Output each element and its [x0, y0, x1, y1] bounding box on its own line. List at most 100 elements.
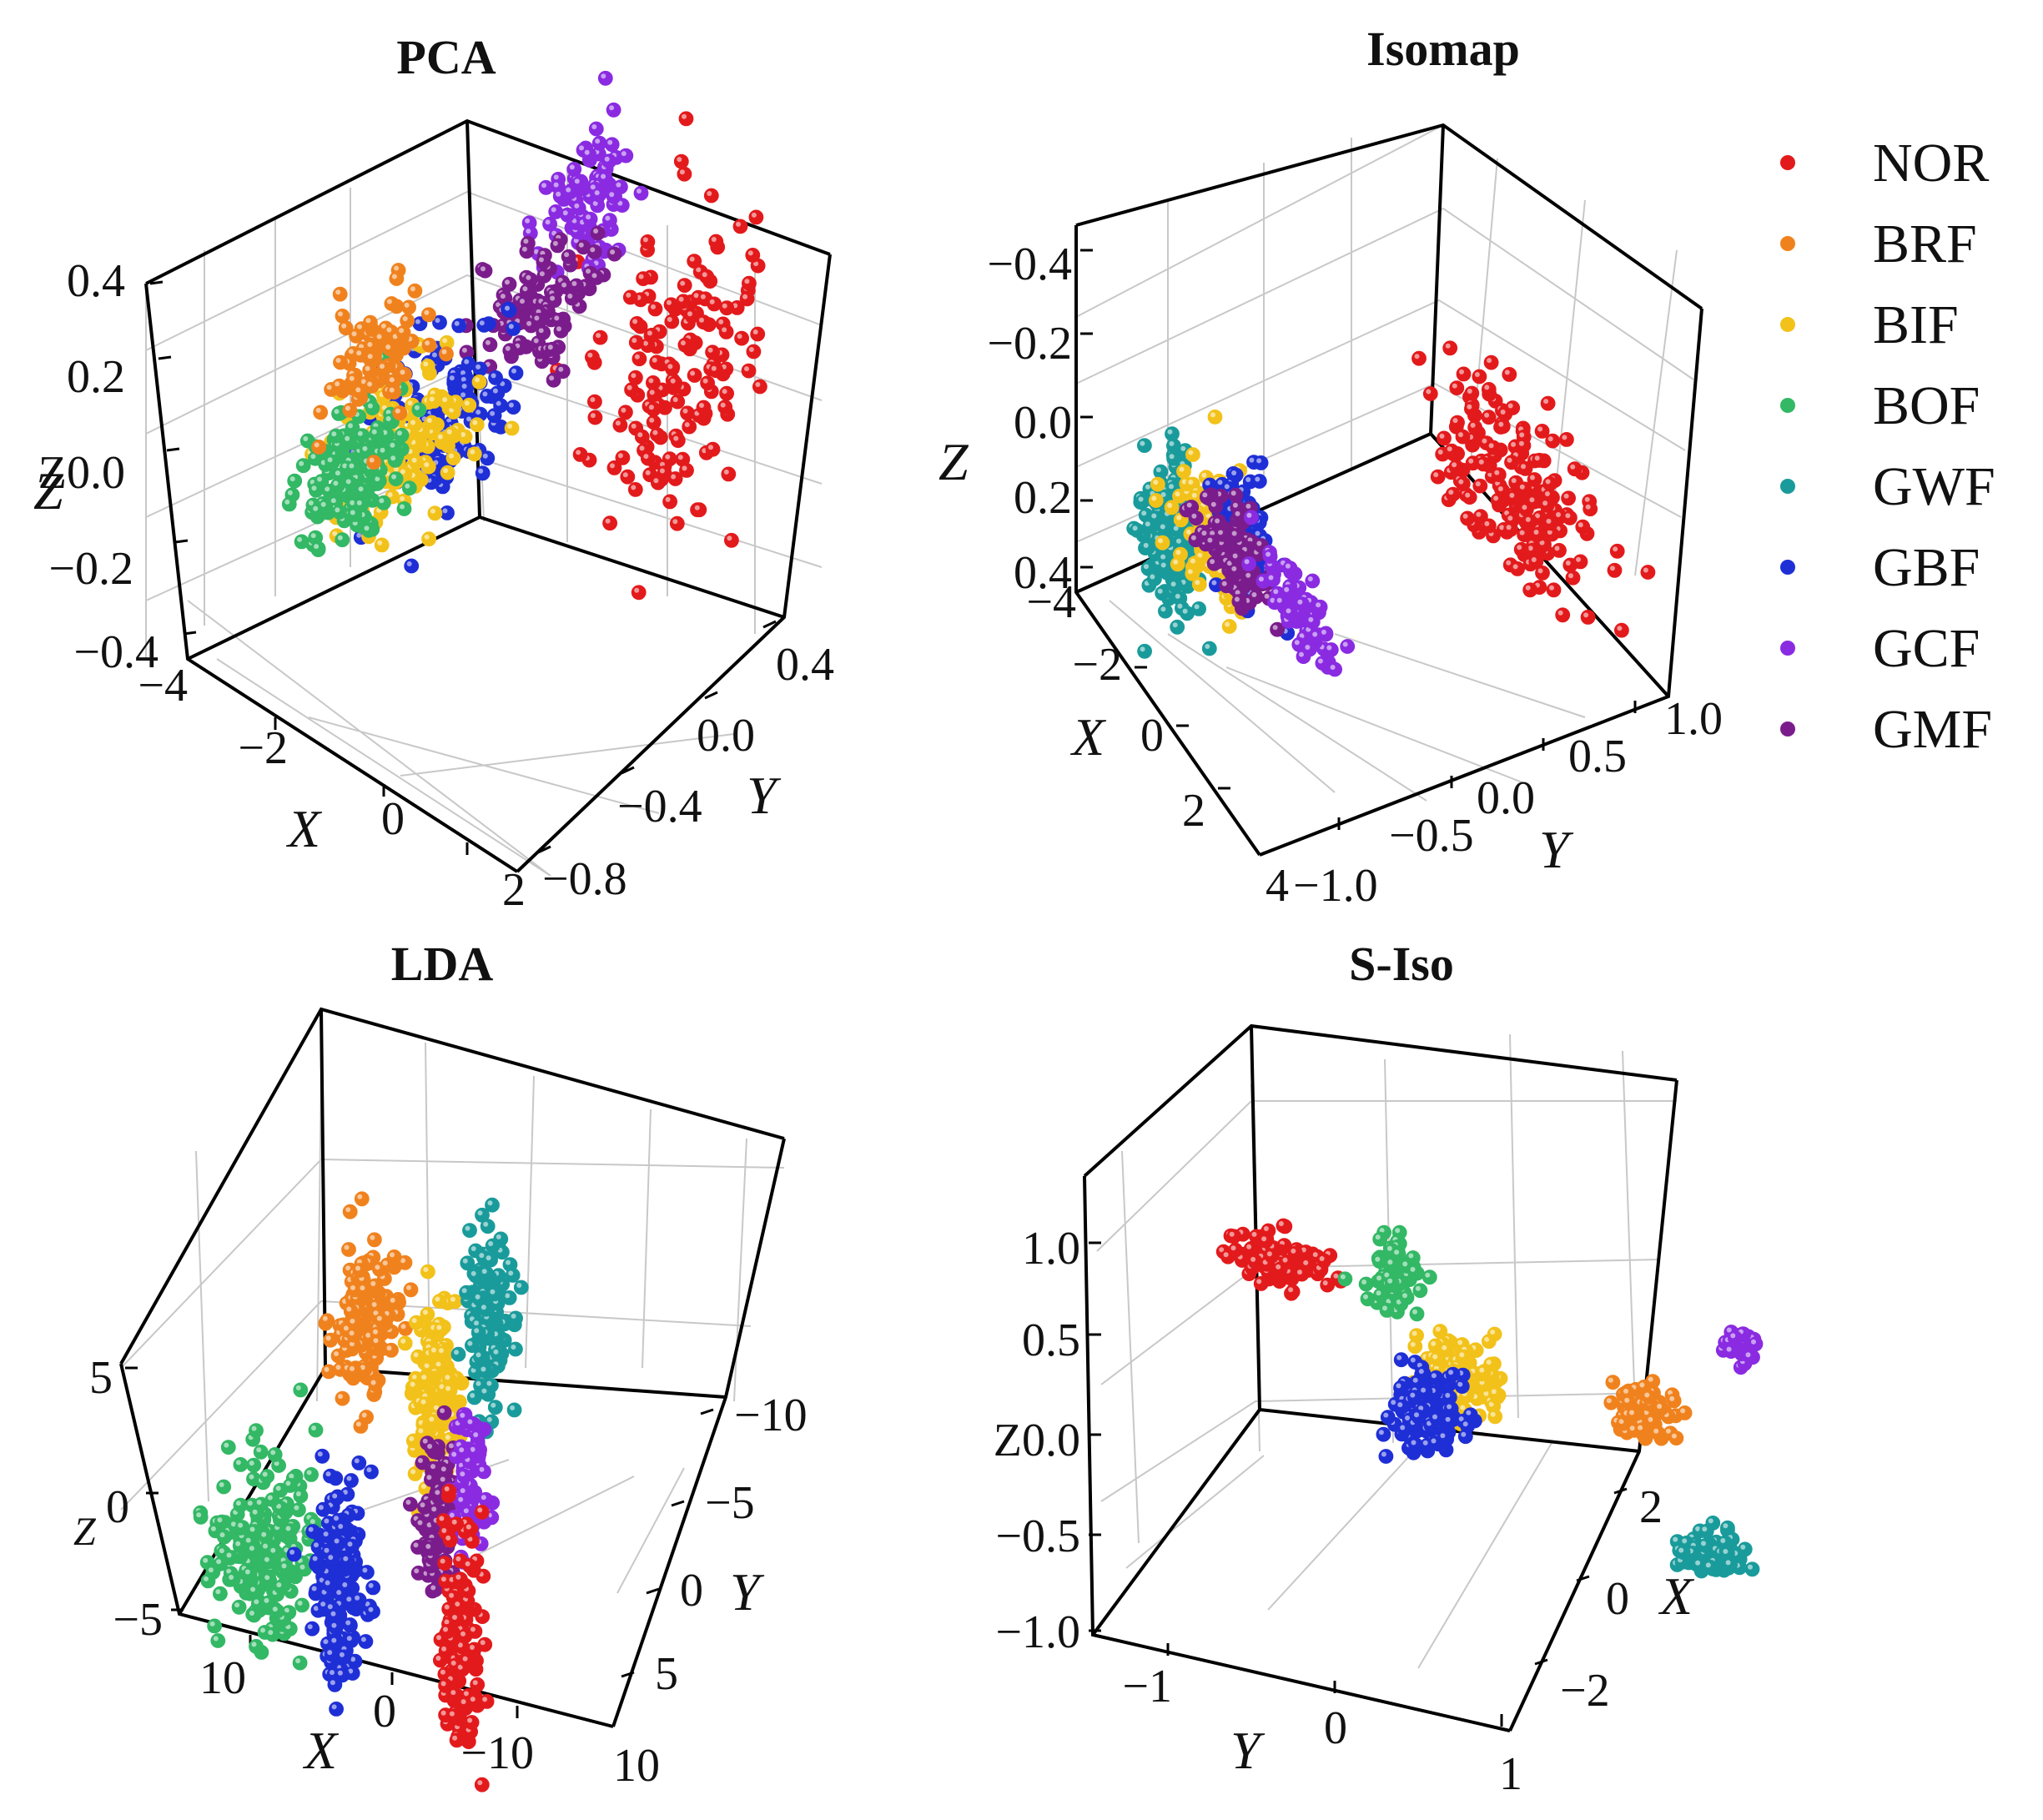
point-highlight: [370, 1380, 376, 1385]
point-gbf: [486, 408, 502, 424]
point-highlight: [1245, 572, 1251, 578]
point-highlight: [1224, 484, 1230, 490]
point-highlight: [390, 1297, 395, 1303]
point-highlight: [708, 445, 713, 450]
point-highlight: [405, 483, 410, 489]
point-highlight: [610, 249, 616, 255]
point-nor: [1450, 415, 1465, 430]
point-highlight: [368, 1582, 374, 1588]
point-highlight: [213, 1636, 219, 1642]
point-gwf: [487, 1286, 502, 1302]
point-highlight: [653, 478, 659, 484]
point-highlight: [264, 1556, 269, 1562]
point-highlight: [609, 192, 615, 198]
point-highlight: [339, 1652, 345, 1657]
point-nor: [1522, 582, 1538, 598]
point-highlight: [461, 1288, 467, 1294]
point-brf: [374, 331, 390, 346]
point-gcf: [1305, 573, 1321, 589]
point-highlight: [460, 392, 466, 398]
point-highlight: [1182, 608, 1188, 614]
point-highlight: [1266, 551, 1271, 557]
point-highlight: [260, 1627, 265, 1633]
tick-label: −0.4: [73, 626, 159, 678]
point-highlight: [308, 1526, 314, 1532]
point-highlight: [1497, 486, 1503, 491]
point-highlight: [507, 423, 513, 429]
point-nor: [696, 400, 712, 415]
point-brf: [387, 1295, 403, 1310]
point-highlight: [355, 1595, 360, 1601]
point-nor: [1472, 478, 1488, 494]
point-highlight: [1554, 545, 1560, 551]
point-bif: [409, 455, 425, 470]
point-gmf: [523, 272, 538, 288]
point-nor: [1565, 570, 1581, 586]
point-highlight: [551, 207, 556, 213]
point-highlight: [347, 1541, 353, 1547]
point-gwf: [1165, 426, 1180, 442]
point-highlight: [634, 354, 640, 359]
tick-label: 0.5: [1568, 731, 1627, 782]
point-highlight: [481, 266, 486, 272]
point-highlight: [245, 1537, 251, 1543]
point-nor: [707, 296, 722, 312]
point-gbf: [329, 1491, 345, 1506]
point-gcf: [548, 204, 564, 219]
point-highlight: [346, 1306, 352, 1312]
point-highlight: [682, 113, 687, 119]
point-nor: [644, 327, 660, 343]
point-highlight: [335, 507, 340, 513]
point-highlight: [747, 250, 753, 256]
point-highlight: [621, 151, 626, 157]
point-highlight: [1169, 484, 1174, 490]
point-highlight: [413, 1352, 419, 1358]
point-bof: [294, 534, 309, 550]
point-brf: [352, 384, 368, 400]
point-highlight: [711, 237, 717, 242]
point-gcf: [1305, 614, 1321, 630]
point-highlight: [387, 492, 393, 498]
point-highlight: [318, 1505, 324, 1511]
point-highlight: [343, 1556, 349, 1561]
tick-label: 10: [199, 1652, 246, 1704]
point-gmf: [424, 1471, 439, 1487]
point-highlight: [1563, 493, 1569, 499]
point-highlight: [400, 495, 405, 501]
point-highlight: [327, 457, 333, 463]
point-highlight: [696, 267, 702, 273]
point-highlight: [330, 1670, 335, 1676]
point-highlight: [550, 295, 556, 301]
point-highlight: [307, 1624, 313, 1630]
point-nor: [687, 254, 702, 269]
point-highlight: [1160, 606, 1166, 612]
point-gwf: [508, 1341, 523, 1357]
point-bif: [1176, 464, 1191, 479]
point-nor: [1486, 440, 1501, 455]
point-highlight: [470, 1393, 476, 1398]
point-bof: [193, 1509, 209, 1525]
point-gbf: [328, 1635, 344, 1650]
point-highlight: [591, 273, 597, 279]
point-highlight: [331, 1704, 337, 1710]
point-highlight: [477, 1210, 483, 1216]
point-highlight: [442, 508, 448, 514]
point-highlight: [571, 281, 577, 286]
point-nor: [746, 344, 762, 359]
point-highlight: [554, 315, 560, 321]
point-highlight: [638, 274, 644, 279]
point-highlight: [361, 1412, 367, 1418]
point-highlight: [1518, 440, 1524, 446]
point-highlight: [1316, 602, 1321, 608]
point-bof: [354, 497, 370, 513]
point-highlight: [667, 299, 672, 305]
point-highlight: [1452, 462, 1457, 468]
point-brf: [346, 1363, 362, 1379]
point-gwf: [1153, 464, 1169, 480]
point-nor: [1614, 622, 1629, 638]
point-gcf: [1266, 572, 1281, 587]
pca-tick-marks: [149, 280, 777, 855]
point-gbf: [339, 1579, 355, 1595]
point-highlight: [315, 407, 321, 413]
point-highlight: [1256, 458, 1262, 464]
